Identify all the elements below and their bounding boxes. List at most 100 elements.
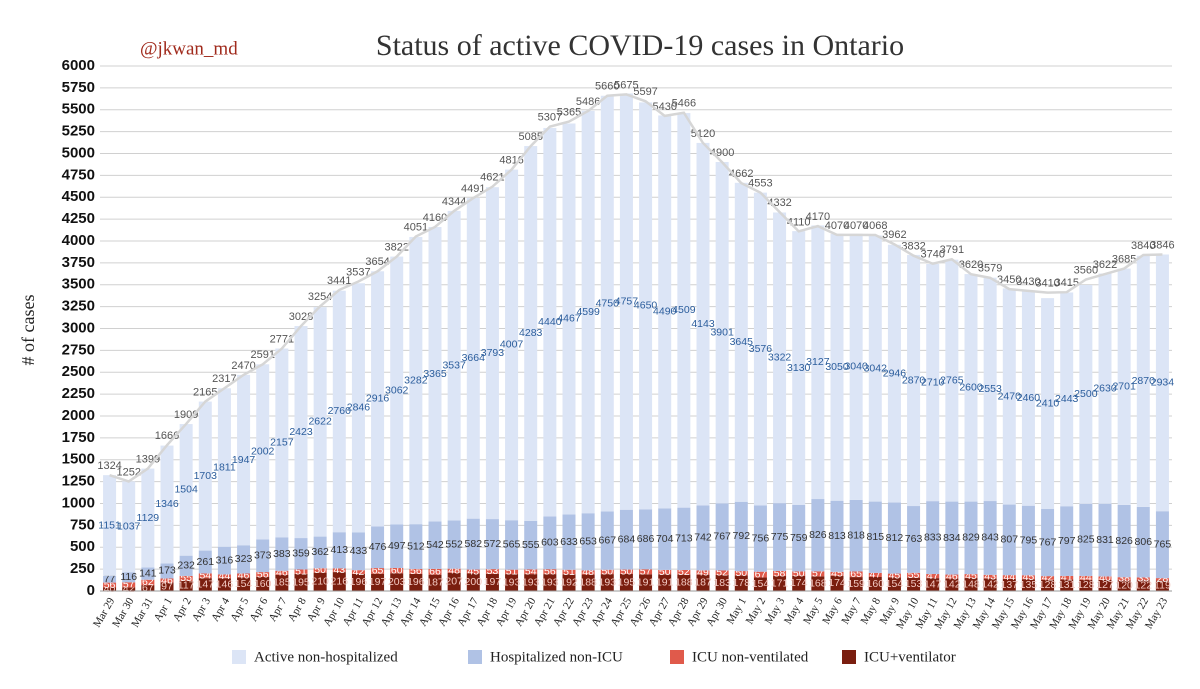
bar-segment: [715, 161, 729, 504]
bar-segment: [122, 587, 136, 591]
bar-segment: [1041, 579, 1055, 591]
data-label: 775: [771, 531, 789, 543]
data-label: 3050: [825, 361, 849, 373]
bar-segment: [983, 501, 997, 575]
data-label: 2460: [1017, 392, 1041, 404]
data-label: 1811: [213, 461, 236, 473]
data-label: 196: [350, 576, 368, 588]
bar-segment: [1041, 298, 1055, 510]
data-label: 831: [1096, 534, 1114, 546]
bar-segment: [830, 575, 844, 591]
bar-segment: [811, 571, 825, 577]
data-label: 44: [1003, 571, 1015, 583]
bar-segment: [907, 506, 921, 573]
total-label: 4068: [863, 220, 887, 232]
data-label: 742: [694, 532, 712, 544]
data-label: 174: [790, 577, 808, 589]
bar-segment: [1002, 575, 1016, 580]
y-tick-label: 3000: [62, 319, 95, 336]
data-label: 119: [1154, 580, 1171, 592]
bar-segment: [734, 571, 748, 576]
data-label: 52: [716, 566, 728, 578]
data-label: 46: [238, 569, 250, 581]
bar-segment: [983, 578, 997, 591]
data-label: 653: [579, 536, 597, 548]
data-label: 141: [139, 567, 157, 579]
bar-segment: [849, 499, 863, 572]
bar-segment: [792, 571, 806, 576]
bar-segment: [103, 587, 117, 591]
data-label: 2701: [1112, 381, 1136, 393]
data-label: 1346: [155, 498, 179, 510]
bar-segment: [773, 212, 787, 504]
bar-segment: [332, 290, 346, 533]
bar-segment: [811, 499, 825, 572]
data-label: 193: [503, 576, 521, 588]
data-label: 56: [257, 568, 269, 580]
bar-segment: [122, 572, 136, 583]
bar-segment: [198, 550, 212, 574]
data-label: 767: [713, 531, 731, 543]
data-label: 160: [867, 578, 885, 590]
data-label: 4599: [576, 306, 600, 318]
data-label: 128: [1039, 579, 1057, 591]
bar-segment: [1117, 268, 1131, 505]
bar-segment: [237, 545, 251, 574]
data-label: 52: [678, 566, 690, 578]
bar-segment: [103, 475, 117, 576]
total-label: 3740: [920, 249, 944, 261]
data-label: 195: [618, 576, 636, 588]
y-tick-label: 3500: [62, 276, 95, 293]
bar-segment: [409, 573, 423, 591]
data-label: 50: [314, 564, 326, 576]
legend-swatch: [232, 650, 246, 664]
bar-segment: [1002, 504, 1016, 576]
data-label: 65: [850, 568, 862, 580]
data-label: 826: [809, 529, 827, 541]
data-label: 4490: [653, 306, 677, 318]
data-label: 797: [1058, 535, 1076, 547]
data-label: 66: [429, 566, 441, 578]
bar-segment: [466, 198, 480, 519]
data-label: 813: [828, 530, 846, 542]
total-label: 4553: [748, 178, 772, 190]
data-label: 42: [123, 583, 135, 595]
bar-segment: [868, 235, 882, 502]
data-label: 55: [908, 569, 920, 581]
bar-segment: [811, 576, 825, 591]
bar-segment: [849, 233, 863, 500]
bar-segment: [485, 187, 499, 520]
data-label: 67: [142, 582, 154, 594]
bar-segment: [1021, 579, 1035, 591]
data-label: 120: [1115, 580, 1133, 592]
data-label: 3130: [787, 362, 811, 374]
bar-segment: [351, 283, 365, 533]
bar-segment: [103, 582, 117, 588]
data-label: 686: [637, 533, 655, 545]
bar-segment: [543, 127, 557, 517]
data-label: 2710: [921, 376, 945, 388]
bar-segment: [677, 570, 691, 575]
data-label: 3365: [423, 368, 447, 380]
data-label: 57: [640, 566, 652, 578]
bar-segment: [1060, 579, 1074, 591]
bar-segment: [313, 536, 327, 569]
total-label: 4491: [461, 183, 485, 195]
y-tick-label: 4500: [62, 188, 95, 205]
y-tick-label: 1750: [62, 429, 95, 446]
bar-segment: [371, 526, 385, 569]
data-label: 54: [525, 566, 537, 578]
data-label: 43: [984, 570, 996, 582]
data-label: 53: [487, 565, 499, 577]
x-tick-label: Apr 3: [190, 595, 213, 623]
bar-segment: [371, 568, 385, 574]
data-label: 323: [235, 553, 253, 565]
bar-segment: [696, 505, 710, 571]
bar-segment: [945, 578, 959, 591]
data-label: 3645: [730, 336, 754, 348]
bar-segment: [160, 578, 174, 583]
total-label: 1324: [97, 460, 121, 472]
bar-segment: [581, 110, 595, 514]
bar-segment: [1060, 292, 1074, 507]
bar-segment: [887, 573, 901, 578]
